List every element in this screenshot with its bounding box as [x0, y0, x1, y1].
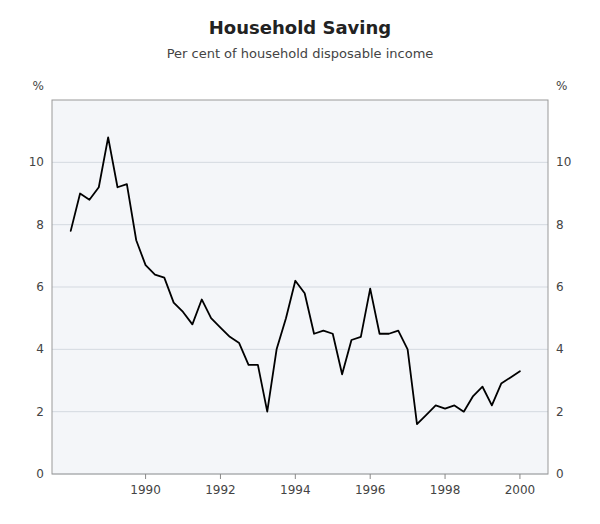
x-tick-label: 1994 [280, 483, 311, 497]
x-tick [145, 474, 146, 479]
y-tick-label: 2 [36, 405, 44, 419]
y2-tick-label: 2 [556, 405, 564, 419]
x-tick [519, 474, 520, 479]
chart: Household Saving Per cent of household di… [0, 0, 600, 524]
y-axis-label: % [33, 79, 44, 93]
y2-tick-label: 10 [556, 155, 571, 169]
y2-tick-label: 6 [556, 280, 564, 294]
x-tick-label: 1992 [205, 483, 236, 497]
x-tick-label: 1990 [130, 483, 161, 497]
y-tick-label: 8 [36, 218, 44, 232]
plot-frame [52, 100, 548, 474]
y-tick-label: 10 [29, 155, 44, 169]
x-tick-label: 1996 [355, 483, 386, 497]
grid-line [52, 162, 548, 163]
y2-tick-label: 8 [556, 218, 564, 232]
x-tick [445, 474, 446, 479]
grid-line [52, 411, 548, 412]
y2-tick-label: 4 [556, 342, 564, 356]
x-tick [220, 474, 221, 479]
y-tick-label: 6 [36, 280, 44, 294]
y2-axis-label: % [556, 79, 567, 93]
y-tick-label: 4 [36, 342, 44, 356]
data-layer [71, 137, 520, 424]
x-tick [370, 474, 371, 479]
grid-line [52, 349, 548, 350]
x-tick-label: 2000 [505, 483, 536, 497]
title: Household Saving [209, 17, 391, 38]
y2-tick-label: 0 [556, 467, 564, 481]
grid-line [52, 224, 548, 225]
x-tick-label: 1998 [430, 483, 461, 497]
x-tick [295, 474, 296, 479]
subtitle: Per cent of household disposable income [167, 46, 434, 61]
y-tick-label: 0 [36, 467, 44, 481]
line [71, 137, 520, 424]
plot-area [52, 100, 548, 474]
